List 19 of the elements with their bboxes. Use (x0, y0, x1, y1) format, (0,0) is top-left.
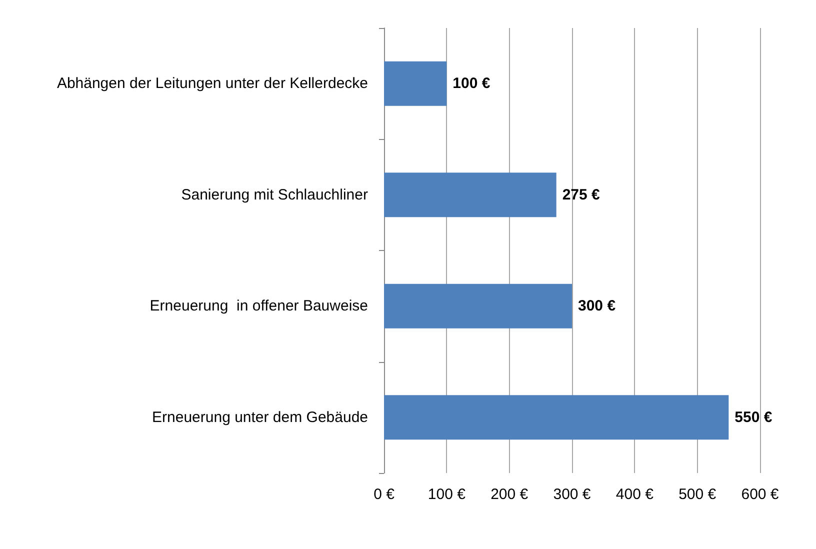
x-tick-label: 300 € (553, 486, 592, 503)
bar (384, 284, 572, 328)
data-label: 100 € (452, 75, 491, 92)
bar (384, 172, 556, 218)
x-tick-label: 400 € (616, 486, 654, 503)
x-tick-label: 500 € (678, 486, 717, 503)
data-label: 550 € (734, 408, 773, 426)
x-tick-label: 200 € (490, 486, 529, 503)
x-tick-label: 0 € (374, 486, 396, 503)
x-tick-label: 100 € (428, 486, 466, 503)
bar (384, 395, 729, 440)
x-tick-label: 600 € (741, 486, 780, 503)
y-tick-label: Abhängen der Leitungen unter der Kellerdecke (56, 75, 368, 92)
y-tick-label: Erneuerung in offener Bauweise (150, 298, 368, 315)
y-tick-label: Sanierung mit Schlauchliner (181, 186, 368, 204)
bar (384, 61, 447, 106)
data-label: 300 € (578, 298, 616, 315)
data-label: 275 € (562, 186, 601, 204)
y-tick-label: Erneuerung unter dem Gebäude (152, 408, 368, 426)
